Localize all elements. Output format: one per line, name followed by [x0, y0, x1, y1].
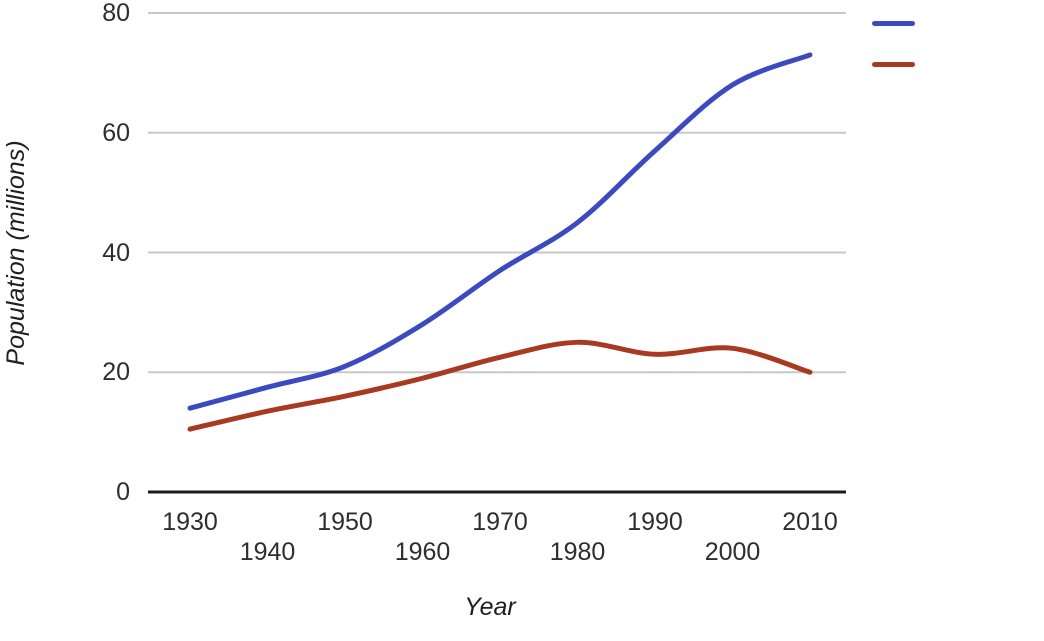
x-tick-label: 1940 [239, 538, 296, 566]
x-tick-label: 2000 [704, 538, 761, 566]
x-tick-label: 1970 [472, 508, 528, 536]
x-tick-label: 1950 [317, 508, 373, 536]
x-tick-label: 1980 [549, 538, 606, 566]
y-axis-title: Population (millions) [2, 140, 30, 366]
x-tick-label: 2010 [782, 508, 838, 536]
y-tick-label: 40 [102, 238, 130, 267]
x-tick-label: 1990 [627, 508, 683, 536]
y-tick-label: 20 [102, 358, 130, 387]
y-tick-label: 60 [102, 118, 130, 147]
x-axis-title: Year [464, 593, 516, 621]
x-tick-label: 1960 [394, 538, 451, 566]
y-tick-label: 80 [102, 0, 130, 27]
legend-swatch-series-2 [872, 62, 915, 67]
legend-swatch-series-1 [872, 21, 915, 26]
x-tick-label: 1930 [162, 508, 218, 536]
y-tick-label: 0 [116, 478, 130, 506]
